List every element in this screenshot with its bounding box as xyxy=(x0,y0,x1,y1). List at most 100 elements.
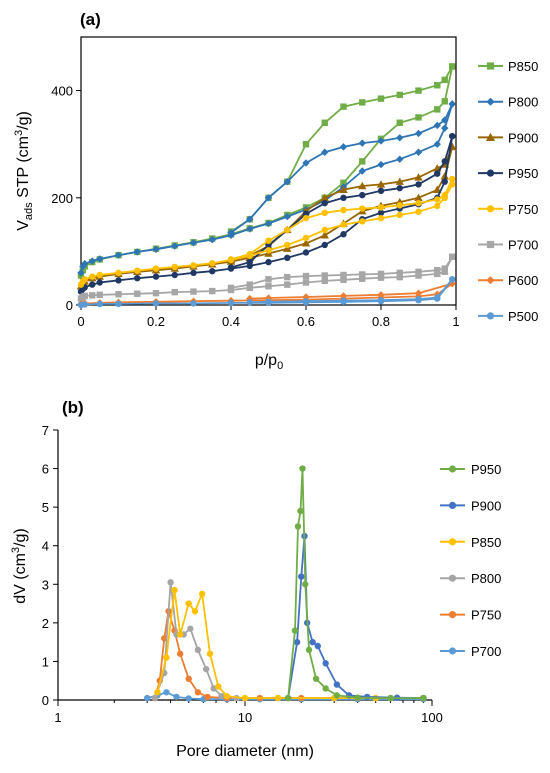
p750-point xyxy=(115,269,122,277)
p700-point xyxy=(434,266,441,274)
p950-point xyxy=(171,271,178,279)
p500-point xyxy=(190,300,197,307)
p700-point xyxy=(284,273,291,281)
p850-point xyxy=(415,114,422,121)
p850-point xyxy=(441,76,448,84)
panel-a-x-axis-label: p/p0 xyxy=(255,352,283,372)
panel-b-y-axis-label: dV (cm3/g) xyxy=(10,528,29,603)
p700-point xyxy=(321,277,328,285)
p850-point xyxy=(449,63,456,70)
p950-point xyxy=(387,694,394,702)
p850-point xyxy=(154,689,161,696)
series-p950 xyxy=(284,465,427,702)
p700-point xyxy=(209,287,216,295)
p750-point xyxy=(190,262,197,269)
p950-point xyxy=(152,273,160,280)
p800-point xyxy=(264,219,273,228)
legend-marker xyxy=(448,501,457,509)
p800-point xyxy=(246,215,254,223)
p950-point xyxy=(415,181,422,188)
legend-item-p900: P900 xyxy=(478,130,538,145)
panel-a-label: (a) xyxy=(80,10,101,29)
p750-point xyxy=(194,689,202,696)
legend-marker xyxy=(486,62,495,70)
p850-point xyxy=(321,119,328,126)
p900-point xyxy=(414,193,423,201)
p800-point xyxy=(396,155,404,163)
p700-point xyxy=(340,271,347,279)
p750-point xyxy=(171,263,178,271)
p800-point xyxy=(358,139,366,147)
legend-item-p850: P850 xyxy=(478,59,538,74)
panel-b-y-tick-label: 5 xyxy=(42,500,49,515)
panel-a-x-tick-label: 0.6 xyxy=(297,314,315,329)
p700-point xyxy=(284,281,291,288)
p800-point xyxy=(114,251,123,259)
p950-point xyxy=(284,694,292,702)
p700-point xyxy=(396,269,403,277)
legend-label: P950 xyxy=(471,462,501,477)
p950-desorption-line xyxy=(230,135,454,269)
panel-a-x-tick-label: 0.4 xyxy=(222,314,240,329)
p950-point xyxy=(284,254,291,262)
p850-point xyxy=(241,694,249,702)
p500-point xyxy=(434,294,441,301)
p900-line xyxy=(287,536,424,699)
panel-b-x-tick-label: 1 xyxy=(54,710,61,725)
legend-marker xyxy=(448,465,457,473)
p800-point xyxy=(96,255,104,263)
panel-a-y-tick-label: 200 xyxy=(51,191,73,206)
p950-point xyxy=(340,231,347,238)
p750-point xyxy=(81,276,88,283)
panel-b-y-tick-label: 3 xyxy=(42,577,49,592)
p850-point xyxy=(185,600,192,607)
p900-point xyxy=(333,681,341,688)
p600-point xyxy=(414,289,423,297)
p800-point xyxy=(339,143,348,151)
p800-point xyxy=(433,121,441,130)
p900-point xyxy=(440,172,449,180)
legend-label: P900 xyxy=(471,498,501,513)
p950-point xyxy=(396,184,403,192)
p900-point xyxy=(320,193,329,201)
p950-point xyxy=(354,694,361,701)
legend-item-p950: P950 xyxy=(440,462,501,477)
panel-a-x-tick-label: 0 xyxy=(77,314,84,329)
p900-adsorption-line xyxy=(80,146,454,287)
p950-point xyxy=(340,194,347,201)
p750-point xyxy=(176,650,184,657)
legend-item-p750: P750 xyxy=(440,608,501,623)
p800-point xyxy=(246,225,254,233)
p750-point xyxy=(185,675,192,682)
p500-point xyxy=(152,300,160,307)
legend-marker xyxy=(485,132,496,141)
p750-point xyxy=(302,214,310,222)
p700-point xyxy=(340,276,347,284)
p750-point xyxy=(227,256,235,263)
p800-point xyxy=(81,260,89,268)
p850-point xyxy=(359,158,366,165)
p700-point xyxy=(163,689,170,696)
p700-point xyxy=(115,291,122,298)
p750-point xyxy=(209,259,216,267)
p500-point xyxy=(377,296,385,304)
p950-point xyxy=(227,264,235,271)
p750-point xyxy=(415,199,422,207)
p800-point xyxy=(77,269,85,277)
p850-point xyxy=(377,95,385,102)
p700-point xyxy=(81,292,88,300)
panel-a-x-tick-label: 1 xyxy=(452,314,459,329)
p700-point xyxy=(302,272,310,280)
p750-point xyxy=(204,693,211,701)
p850-point xyxy=(163,654,170,661)
p950-point xyxy=(377,209,385,217)
p900-point xyxy=(395,177,404,185)
p700-point xyxy=(173,693,180,701)
p800-point xyxy=(187,625,194,632)
legend-label: P800 xyxy=(471,571,501,586)
panel-a-y-axis-label: Vads STP (cm3/g) xyxy=(13,111,35,231)
p950-point xyxy=(420,694,427,702)
p950-point xyxy=(312,675,320,682)
